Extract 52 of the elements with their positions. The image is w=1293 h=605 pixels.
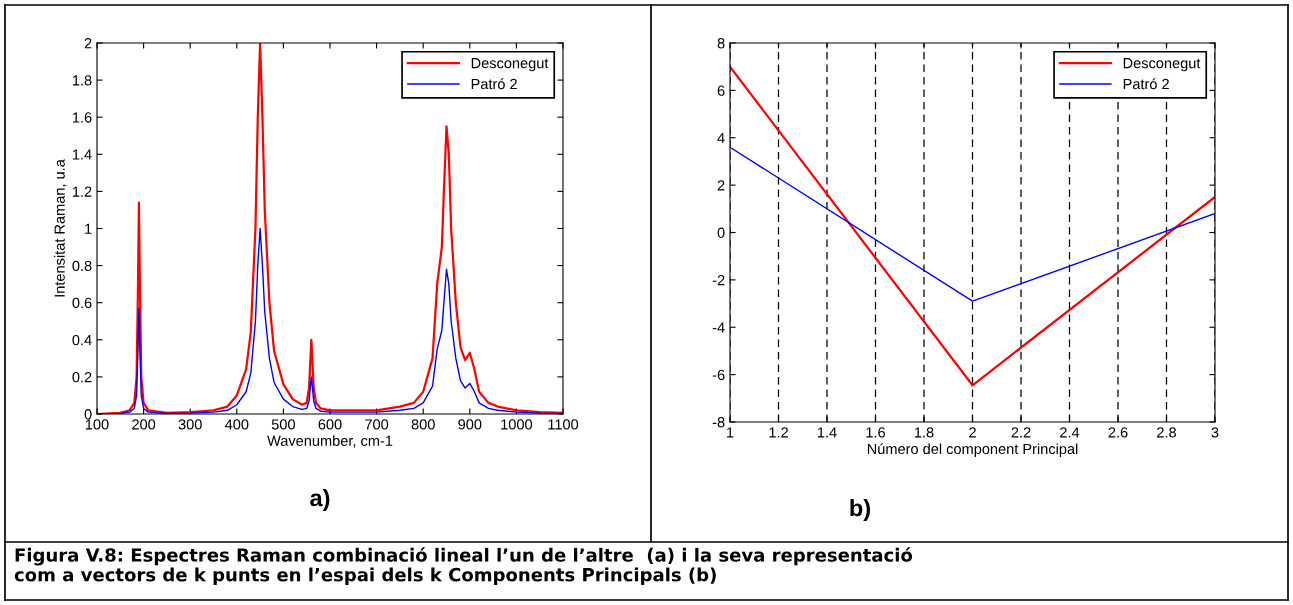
x-tick-label: 500 (271, 419, 295, 430)
y-tick-label: 1 (85, 223, 92, 234)
y-tick-label: 0 (84, 409, 92, 420)
x-tick-label: 1 (727, 427, 734, 438)
y-tick-label: 1.4 (72, 149, 92, 160)
x-axis-title: Wavenumber, cm-1 (267, 435, 393, 448)
legend-label: Desconegut (1123, 58, 1201, 72)
y-tick-label: 2 (84, 38, 92, 49)
y-tick-label: 1.6 (72, 112, 92, 123)
y-tick-label: 8 (717, 38, 725, 49)
text: a) (310, 488, 330, 511)
x-axis-title: Número del component Principal (867, 443, 1078, 457)
x-tick-label: 1.6 (866, 427, 885, 438)
x-tick-label: 100 (85, 419, 109, 430)
y-tick-label: -4 (712, 322, 725, 333)
text: b) (850, 498, 870, 522)
y-tick-label: 0.2 (72, 372, 92, 383)
y-tick-label: 0.4 (72, 334, 92, 346)
x-tick-label: 2.6 (1108, 427, 1128, 438)
text: Figura V.8: Espectres Raman combinació lineal l’un de l’altre (a) i la seva representació com a vectors de k punts en l’espai dels k Components Principals (b) (14, 547, 913, 585)
y-tick-label: -6 (712, 369, 725, 381)
x-tick-label: 600 (318, 419, 342, 430)
x-tick-label: 400 (224, 419, 249, 430)
legend-label: Patró 2 (471, 78, 517, 90)
x-tick-label: 1.4 (817, 427, 837, 438)
x-tick-label: 1.2 (769, 427, 788, 438)
y-tick-label: -8 (712, 417, 725, 428)
x-tick-label: 200 (132, 419, 156, 430)
y-tick-label: 6 (717, 85, 725, 96)
x-tick-label: 1.8 (914, 427, 934, 438)
x-tick-label: 900 (458, 419, 482, 430)
x-tick-label: 700 (365, 419, 389, 430)
x-tick-label: 1000 (501, 419, 533, 430)
y-tick-label: -2 (712, 274, 725, 286)
y-axis-title: Intensitat Raman, u.a (54, 159, 67, 297)
x-tick-label: 2.4 (1060, 427, 1080, 438)
x-tick-label: 2.2 (1011, 427, 1031, 438)
y-tick-label: 2 (717, 180, 725, 191)
y-tick-label: 0.8 (72, 260, 92, 272)
y-tick-label: 1.2 (72, 186, 92, 197)
x-tick-label: 2.8 (1157, 427, 1176, 438)
x-tick-label: 2 (969, 427, 976, 438)
y-tick-label: 4 (717, 133, 725, 144)
y-tick-label: 1.8 (72, 75, 92, 86)
x-tick-label: 3 (1211, 427, 1219, 438)
x-tick-label: 300 (178, 419, 202, 430)
legend-label: Patró 2 (1123, 78, 1169, 90)
y-tick-label: 0.6 (72, 297, 92, 309)
legend-label: Desconegut (471, 58, 549, 72)
x-tick-label: 1100 (548, 419, 579, 430)
x-tick-label: 800 (411, 419, 435, 430)
y-tick-label: 0 (717, 227, 725, 238)
